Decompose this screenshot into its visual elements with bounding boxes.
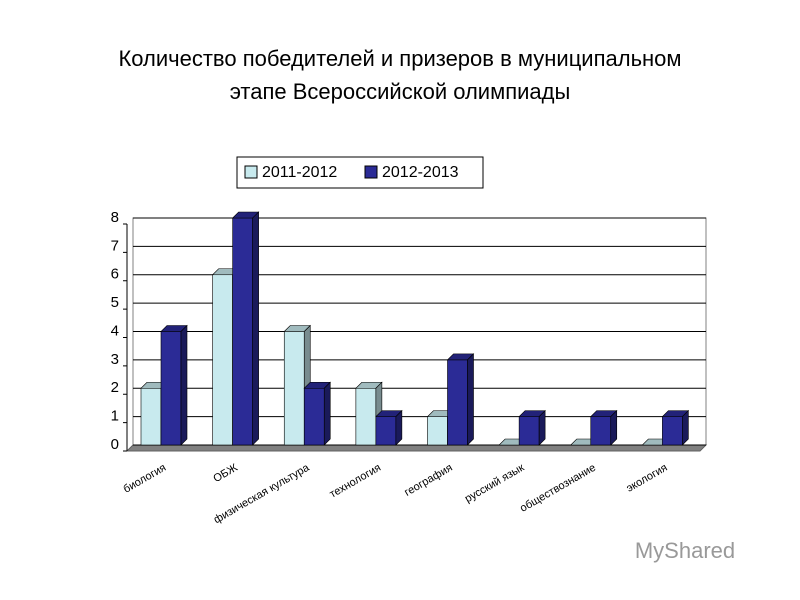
bar: [231, 211, 260, 446]
bar-front: [662, 416, 683, 446]
floor: [125, 444, 708, 452]
bar-side: [538, 409, 546, 446]
legend: 2011-2012 2012-2013: [236, 156, 484, 189]
bar-side: [323, 381, 331, 446]
y-tick-label: 1: [111, 408, 119, 425]
bar: [518, 409, 546, 446]
bar: [446, 353, 475, 446]
bar: [590, 409, 618, 446]
y-tick-label: 8: [111, 209, 119, 226]
y-tick-label: 3: [111, 351, 119, 368]
x-tick-label: география: [402, 462, 454, 499]
bar: [375, 409, 403, 446]
bar-front: [212, 274, 233, 446]
chart-title: Количество победителей и призеров в муни…: [118, 46, 681, 71]
bar-front: [160, 331, 182, 446]
bar-front: [590, 416, 612, 446]
bar-front: [283, 331, 305, 446]
bar-side: [395, 409, 403, 446]
bar-front: [355, 387, 377, 446]
chart-title: этапе Всероссийской олимпиады: [230, 79, 571, 104]
legend-box: [236, 156, 484, 189]
bar-side: [180, 324, 188, 446]
bar-front: [375, 416, 397, 446]
bar-side: [252, 211, 259, 446]
legend-label: 2011-2012: [262, 164, 337, 181]
bar-front: [518, 416, 540, 446]
x-tick-label: технология: [328, 462, 383, 501]
y-tick-label: 2: [111, 379, 119, 396]
legend-swatch: [364, 165, 378, 179]
watermark: MyShared: [635, 538, 735, 563]
bar: [661, 409, 690, 446]
y-tick-label: 6: [111, 266, 119, 283]
y-tick-label: 0: [111, 436, 119, 453]
bar-side: [467, 353, 474, 446]
bar-front: [427, 416, 448, 446]
x-tick-label: обществознание: [518, 462, 598, 515]
bar-side: [682, 409, 689, 446]
bar-front: [140, 387, 162, 446]
legend-label: 2012-2013: [382, 164, 459, 181]
bar-front: [303, 387, 325, 446]
x-tick-label: ОБЖ: [211, 462, 239, 485]
y-tick-label: 7: [111, 237, 119, 254]
x-tick-label: экология: [624, 462, 669, 495]
bar: [160, 324, 188, 446]
x-tick-label: биология: [121, 462, 168, 496]
bar: [303, 381, 331, 446]
x-tick-label: русский язык: [463, 462, 527, 506]
bar-front: [232, 217, 253, 446]
bar-side: [610, 409, 618, 446]
legend-swatch: [244, 165, 258, 179]
y-tick-label: 4: [111, 322, 119, 339]
bar-front: [447, 359, 468, 446]
y-tick-label: 5: [111, 294, 119, 311]
